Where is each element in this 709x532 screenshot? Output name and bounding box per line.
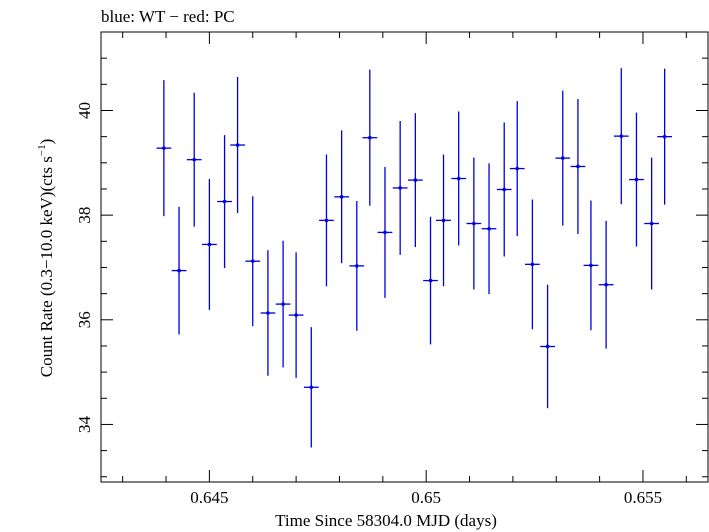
data-point <box>583 200 599 331</box>
data-point <box>570 98 586 234</box>
data-marker <box>515 166 520 171</box>
data-marker <box>560 156 565 160</box>
data-marker <box>281 302 285 306</box>
data-marker <box>530 262 535 267</box>
data-point <box>392 120 408 255</box>
data-marker <box>162 146 166 150</box>
data-point <box>334 130 350 264</box>
y-axis-label-main: Count Rate (0.3−10.0 keV)(cts s <box>37 156 56 377</box>
data-marker <box>383 230 387 235</box>
data-marker <box>222 199 227 204</box>
data-point <box>644 157 660 290</box>
data-point <box>496 122 512 257</box>
data-marker <box>441 218 446 223</box>
data-marker <box>250 259 255 263</box>
data-point <box>288 252 304 378</box>
data-point <box>423 216 438 345</box>
plot-frame <box>100 31 709 483</box>
data-marker <box>502 187 507 192</box>
data-marker <box>576 164 580 169</box>
data-marker <box>472 221 476 226</box>
data-marker <box>428 278 433 283</box>
data-point <box>481 163 497 295</box>
data-marker <box>413 178 418 182</box>
data-marker <box>355 264 359 268</box>
data-marker <box>192 157 197 162</box>
data-points <box>156 68 673 448</box>
data-point <box>171 206 187 335</box>
data-marker <box>266 311 270 315</box>
data-point <box>202 179 217 310</box>
data-point <box>657 68 673 205</box>
data-point <box>260 250 276 376</box>
data-point <box>245 196 261 327</box>
data-point <box>319 154 334 287</box>
y-tick-label: 34 <box>75 415 94 433</box>
data-point <box>275 240 291 368</box>
data-marker <box>619 134 624 138</box>
data-point <box>186 92 202 227</box>
y-axis-label-exponent: −1 <box>36 144 48 156</box>
data-marker <box>368 135 372 140</box>
data-marker <box>634 177 639 182</box>
data-marker <box>294 313 298 317</box>
x-tick-label: 0.655 <box>624 488 662 507</box>
data-point <box>156 80 172 217</box>
data-point <box>377 167 393 298</box>
x-tick-label: 0.65 <box>411 488 441 507</box>
data-marker <box>324 218 329 223</box>
data-point <box>466 157 482 290</box>
data-marker <box>649 221 654 226</box>
ticks: 0.645 0.65 0.655 34 36 38 40 <box>75 31 708 507</box>
data-point <box>613 68 629 205</box>
data-point <box>407 113 423 248</box>
data-marker <box>339 195 344 199</box>
data-point <box>598 220 614 349</box>
data-marker <box>177 268 181 273</box>
data-marker <box>487 226 491 231</box>
data-marker <box>545 344 550 349</box>
data-point <box>436 154 451 287</box>
data-point <box>349 201 365 331</box>
data-marker <box>604 282 608 287</box>
data-marker <box>589 263 593 268</box>
data-point <box>230 77 245 214</box>
chart-title: blue: WT − red: PC <box>101 7 235 26</box>
data-point <box>629 112 644 247</box>
data-point <box>362 69 378 206</box>
data-point <box>217 135 232 268</box>
data-point <box>555 90 571 226</box>
axes <box>100 31 709 483</box>
data-marker <box>662 134 667 139</box>
series-wt <box>156 68 673 448</box>
x-axis-label: Time Since 58304.0 MJD (days) <box>275 511 497 530</box>
data-marker <box>398 186 402 190</box>
data-point <box>540 284 555 409</box>
data-marker <box>309 385 314 390</box>
y-axis-label-close: ) <box>37 139 56 145</box>
data-marker <box>235 143 240 147</box>
y-tick-label: 40 <box>75 102 94 119</box>
data-point <box>303 327 319 448</box>
data-marker <box>207 242 212 247</box>
data-marker <box>456 176 461 181</box>
y-tick-label: 36 <box>75 311 94 328</box>
data-point <box>525 199 540 330</box>
data-point <box>451 111 467 246</box>
data-point <box>509 101 525 237</box>
x-tick-label: 0.645 <box>190 488 228 507</box>
y-axis-label: Count Rate (0.3−10.0 keV)(cts s−1) <box>36 139 56 378</box>
y-tick-label: 38 <box>75 207 94 224</box>
